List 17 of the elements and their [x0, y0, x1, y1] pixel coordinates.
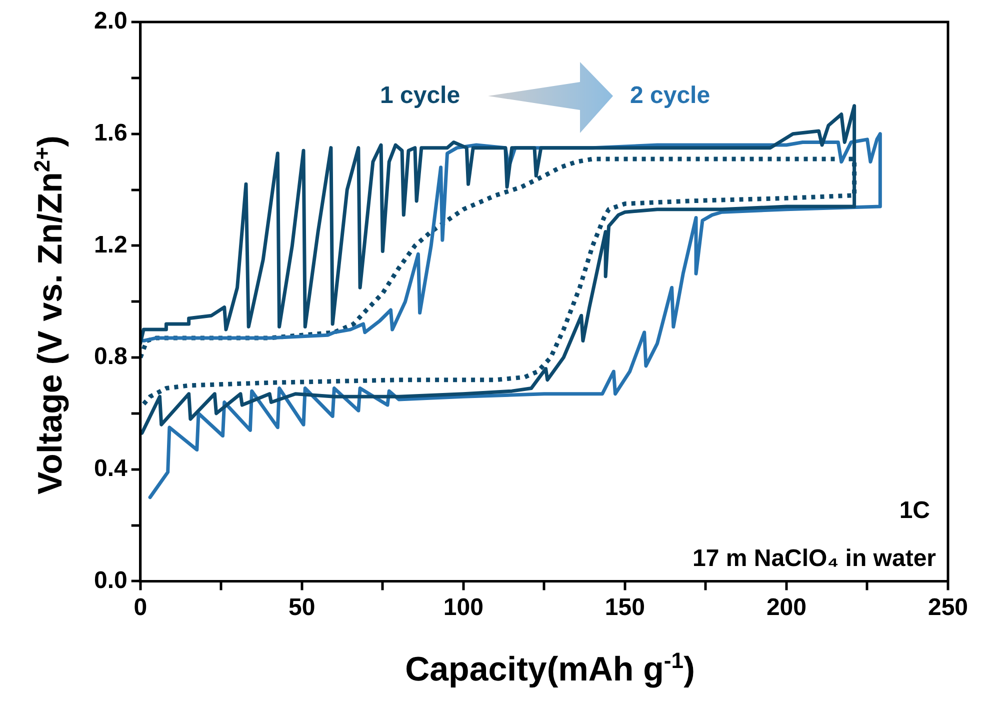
annotation: 1 cycle: [380, 82, 460, 110]
y-tick-label: 0.8: [94, 343, 128, 370]
annotation: 2 cycle: [630, 82, 710, 110]
x-tick-label: 200: [766, 594, 806, 622]
y-tick-label: 1.6: [94, 119, 128, 146]
x-tick-label: 100: [443, 594, 484, 622]
annotation: 1C: [899, 497, 930, 525]
y-tick-label: 2.0: [94, 8, 128, 35]
x-tick-label: 50: [288, 594, 316, 622]
x-tick-label: 250: [928, 594, 968, 622]
annotation: 17 m NaClO₄ in water: [692, 545, 936, 573]
y-tick-label: 0.0: [94, 566, 128, 594]
y-tick-label: 0.4: [94, 454, 128, 482]
x-tick-label: 150: [604, 594, 645, 622]
x-tick-label: 0: [134, 594, 148, 622]
y-tick-label: 1.2: [94, 231, 128, 258]
x-axis-title: Capacity(mAh g$^{-1}$): [404, 648, 696, 690]
